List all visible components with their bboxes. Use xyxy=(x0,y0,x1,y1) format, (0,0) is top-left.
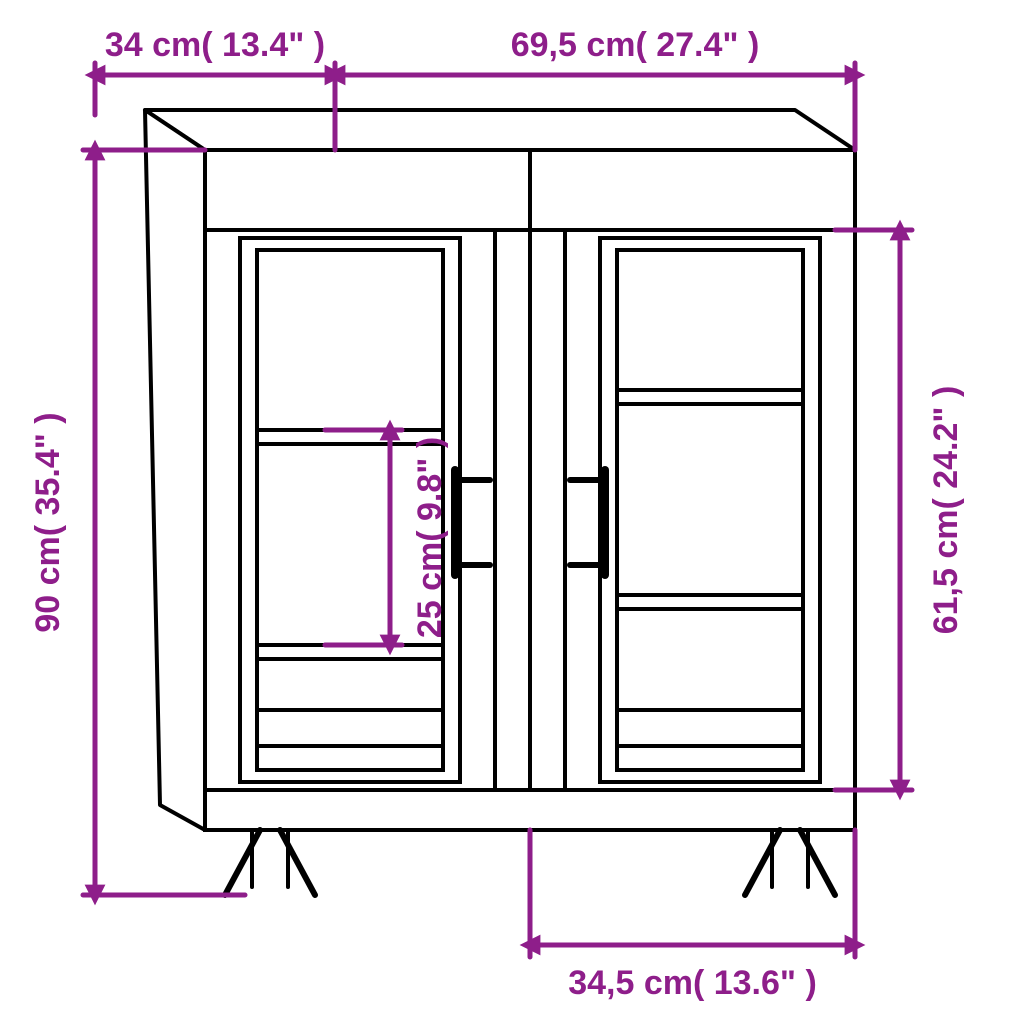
dimension-label: 34 cm( 13.4" ) xyxy=(105,26,325,64)
dimension-label: 61,5 cm( 24.2" ) xyxy=(927,386,965,635)
cabinet-drawing xyxy=(145,110,855,895)
dimension-label: 25 cm( 9.8" ) xyxy=(411,437,449,638)
dimension-label: 34,5 cm( 13.6" ) xyxy=(568,964,817,1002)
dimension-label: 69,5 cm( 27.4" ) xyxy=(511,26,760,64)
dimension-label: 90 cm( 35.4" ) xyxy=(29,412,67,632)
